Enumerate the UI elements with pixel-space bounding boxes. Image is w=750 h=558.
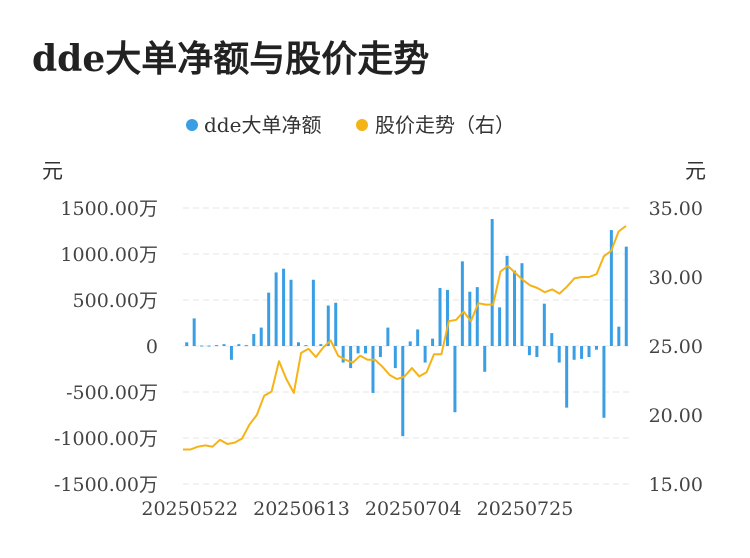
legend-swatch-price (356, 119, 368, 131)
x-tick-label: 20250725 (477, 498, 574, 520)
dde-bar (438, 288, 442, 346)
dde-bar (453, 346, 457, 413)
left-tick-label: -1500.00万 (54, 474, 158, 496)
left-tick-label: 500.00万 (73, 290, 158, 312)
right-tick-label: 30.00 (649, 267, 703, 289)
dde-bar (378, 346, 382, 358)
dde-bar (207, 345, 211, 347)
right-tick-label: 35.00 (649, 198, 703, 220)
dde-bar (267, 292, 271, 346)
right-tick-label: 25.00 (649, 336, 703, 358)
left-tick-label: -500.00万 (66, 382, 158, 404)
dde-bar (274, 272, 278, 346)
dde-bar (557, 346, 561, 363)
left-tick-label: -1000.00万 (54, 428, 158, 450)
dde-bar (356, 346, 360, 354)
dde-bar (445, 289, 449, 346)
right-axis-ticks: 35.00 30.00 25.00 20.00 15.00 (649, 198, 703, 496)
dde-bar (416, 329, 420, 346)
dde-bar (505, 255, 509, 346)
dde-bar (393, 346, 397, 369)
right-tick-label: 20.00 (649, 405, 703, 427)
dde-bar (401, 346, 405, 437)
dde-bar (237, 344, 241, 346)
left-tick-label: 1500.00万 (60, 198, 158, 220)
dde-bar (550, 333, 554, 346)
dde-bar (311, 279, 315, 346)
price-line (183, 225, 627, 451)
dde-bar (594, 346, 598, 350)
dde-bar (334, 302, 338, 346)
dde-bar (423, 346, 427, 363)
dde-bar (326, 305, 330, 346)
right-tick-label: 15.00 (649, 474, 703, 496)
dde-bar (289, 279, 293, 346)
x-tick-label: 20250613 (253, 498, 350, 520)
dde-bar (244, 345, 248, 347)
dde-bar (185, 342, 189, 346)
x-tick-label: 20250704 (365, 498, 462, 520)
dde-bar (460, 261, 464, 346)
dde-bar (498, 307, 502, 346)
dde-bar (617, 326, 621, 346)
chart-title: dde大单净额与股价走势 (32, 38, 430, 80)
dde-bar (364, 346, 368, 354)
dde-bar (408, 341, 412, 346)
dde-bar (527, 346, 531, 356)
gridlines (183, 207, 630, 485)
dde-bar (296, 342, 300, 346)
dde-bar (200, 345, 204, 347)
x-axis-ticks: 20250522 20250613 20250704 20250725 (141, 498, 573, 520)
x-tick-label: 20250522 (141, 498, 238, 520)
dde-bar (587, 346, 591, 358)
dde-bar (371, 346, 375, 393)
dde-bar (624, 246, 628, 346)
dde-bar (386, 327, 390, 346)
dde-bar (252, 334, 256, 346)
dde-bar (565, 346, 569, 408)
dde-bar (490, 219, 494, 346)
left-axis-ticks: 1500.00万 1000.00万 500.00万 0 -500.00万 -1000.00… (54, 198, 158, 496)
dde-bar (475, 287, 479, 346)
dde-bar (535, 346, 539, 358)
dde-bar (431, 338, 435, 346)
dde-bar (215, 345, 219, 347)
dde-bar (282, 268, 286, 346)
dde-bar (319, 344, 323, 346)
price-line-group (183, 225, 627, 451)
dde-bar (520, 263, 524, 346)
dde-bar (192, 318, 196, 346)
dde-bars (185, 219, 628, 437)
legend: dde大单净额 股价走势（右） (186, 113, 515, 137)
dde-bar (229, 346, 233, 360)
dde-bar (341, 346, 345, 363)
dde-bar (580, 346, 584, 359)
legend-label-price[interactable]: 股价走势（右） (375, 113, 515, 137)
dde-bar (513, 270, 517, 346)
dde-bar (572, 346, 576, 360)
legend-swatch-dde (186, 119, 198, 131)
right-axis-unit: 元 (685, 159, 706, 183)
dde-bar (542, 303, 546, 346)
left-tick-label: 0 (146, 336, 158, 358)
left-axis-unit: 元 (42, 159, 63, 183)
legend-label-dde[interactable]: dde大单净额 (204, 113, 321, 137)
left-tick-label: 1000.00万 (60, 244, 158, 266)
dde-bar (259, 327, 263, 346)
dde-bar (483, 346, 487, 372)
dde-bar (602, 346, 606, 418)
dde-bar (609, 230, 613, 346)
dde-bar (222, 344, 226, 346)
dde-bar (304, 345, 308, 347)
dde-bar (349, 346, 353, 369)
